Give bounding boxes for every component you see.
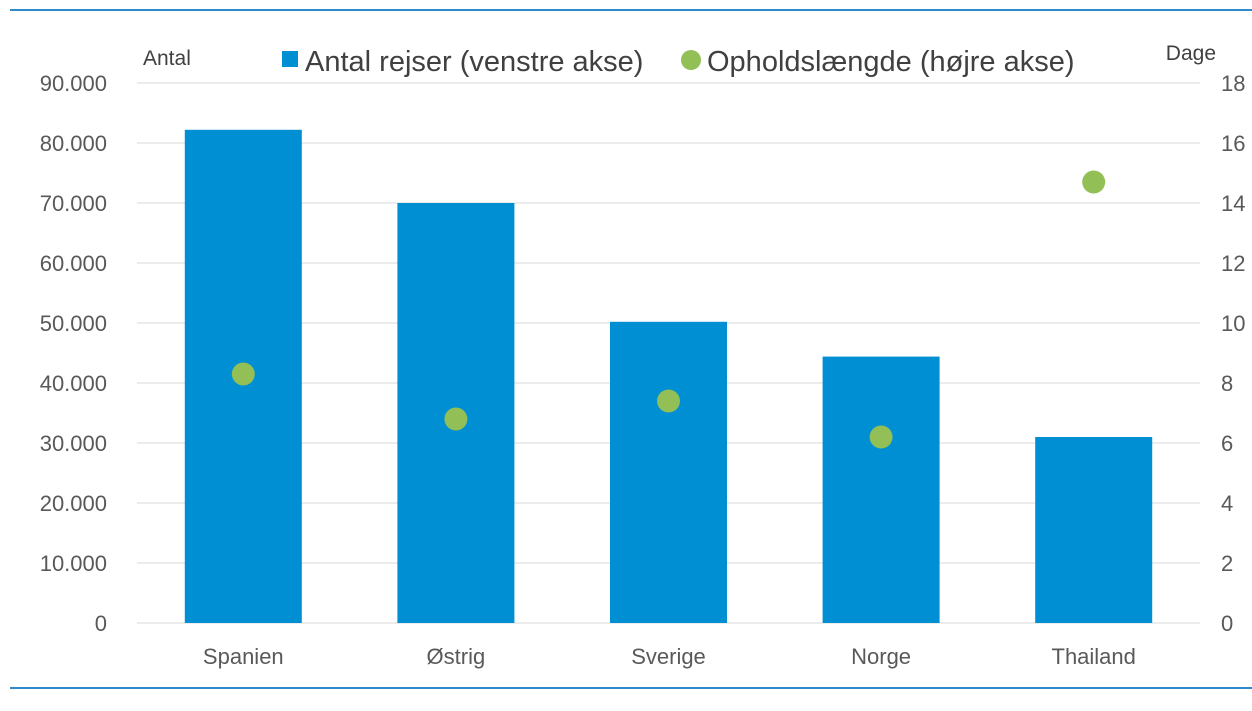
- x-axis-tick-label: Thailand: [1052, 644, 1136, 669]
- dot-point: [231, 362, 255, 386]
- left-axis-tick-label: 50.000: [40, 311, 107, 336]
- bar: [610, 321, 727, 623]
- left-axis-tick-label: 10.000: [40, 551, 107, 576]
- right-axis-tick-label: 4: [1221, 491, 1233, 516]
- left-axis-tick-label: 70.000: [40, 191, 107, 216]
- x-axis-tick-label: Norge: [851, 644, 911, 669]
- left-axis-tick-label: 0: [95, 611, 107, 636]
- legend-bar-label: Antal rejser (venstre akse): [305, 46, 643, 78]
- right-axis-tick-label: 10: [1221, 311, 1245, 336]
- right-axis-tick-label: 8: [1221, 371, 1233, 396]
- left-axis-tick-label: 20.000: [40, 491, 107, 516]
- dot-point: [869, 425, 893, 449]
- left-axis-unit-label: Antal: [143, 47, 191, 70]
- right-axis-unit-label: Dage: [1166, 42, 1216, 65]
- right-axis-tick-label: 14: [1221, 191, 1245, 216]
- right-axis-tick-label: 18: [1221, 71, 1245, 96]
- dot-point: [657, 389, 680, 413]
- right-axis-tick-label: 12: [1221, 251, 1245, 276]
- dot-series: [231, 170, 1106, 449]
- right-axis-tick-label: 6: [1221, 431, 1233, 456]
- dot-point: [1082, 170, 1106, 194]
- left-axis-tick-label: 80.000: [40, 131, 107, 156]
- right-axis-ticks: 0 2 4 6 8 10 12 14 16 18: [1221, 71, 1245, 636]
- legend-dot-label: Opholdslængde (højre akse): [707, 46, 1075, 78]
- bar: [1035, 437, 1153, 623]
- x-axis-tick-label: Østrig: [427, 644, 486, 669]
- right-axis-tick-label: 16: [1221, 131, 1245, 156]
- bar-series: [184, 129, 1153, 624]
- left-axis-tick-label: 60.000: [40, 251, 107, 276]
- x-axis-ticks: Spanien Østrig Sverige Norge Thailand: [203, 644, 1136, 669]
- x-axis-tick-label: Spanien: [203, 644, 284, 669]
- x-axis-tick-label: Sverige: [631, 644, 706, 669]
- right-axis-tick-label: 2: [1221, 551, 1233, 576]
- legend: Antal rejser (venstre akse) Opholdslængd…: [282, 46, 1075, 78]
- left-axis-tick-label: 90.000: [40, 71, 107, 96]
- left-axis-tick-label: 30.000: [40, 431, 107, 456]
- left-axis-ticks: 0 10.000 20.000 30.000 40.000 50.000 60.000 70.…: [40, 71, 107, 636]
- legend-bar-swatch: [282, 51, 298, 67]
- left-axis-tick-label: 40.000: [40, 371, 107, 396]
- legend-dot-swatch: [681, 50, 701, 70]
- dot-point: [444, 407, 468, 431]
- bar: [822, 356, 940, 623]
- right-axis-tick-label: 0: [1221, 611, 1233, 636]
